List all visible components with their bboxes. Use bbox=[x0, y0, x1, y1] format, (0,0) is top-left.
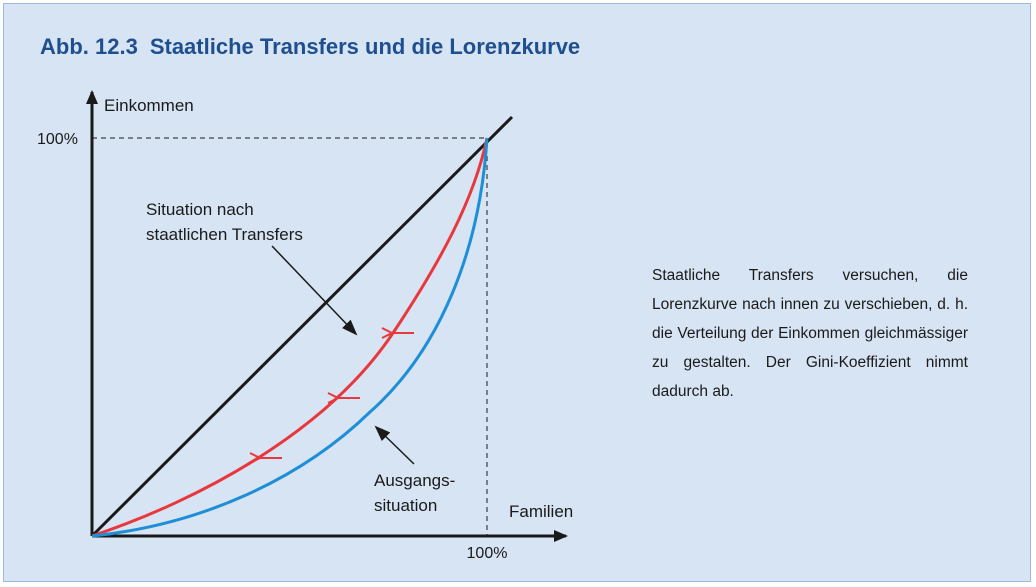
lorenz-curve-initial bbox=[91, 137, 489, 538]
figure-title: Abb. 12.3 Staatliche Transfers und die Lo… bbox=[40, 34, 580, 60]
y-axis-label: Einkommen bbox=[104, 96, 194, 115]
x-axis-label: Familien bbox=[509, 502, 573, 521]
figure-panel: Abb. 12.3 Staatliche Transfers und die Lo… bbox=[3, 3, 1031, 582]
x-tick-100: 100% bbox=[467, 545, 508, 562]
annotation-after-transfers-line1: Situation nach bbox=[146, 200, 254, 219]
annotation-after-transfers-line2: staatlichen Transfers bbox=[146, 225, 303, 244]
lorenz-curve-after-transfers bbox=[91, 137, 489, 538]
pointer-arrow-initial bbox=[374, 425, 415, 465]
caption-text: Staatliche Transfers versuchen, die Lore… bbox=[652, 267, 968, 400]
pointer-arrow-after-transfers bbox=[271, 245, 358, 336]
equality-line bbox=[90, 115, 514, 538]
annotation-initial-line2: situation bbox=[374, 496, 437, 515]
figure-title-text: Staatliche Transfers und die Lorenzkurve bbox=[149, 34, 581, 59]
y-tick-100: 100% bbox=[37, 131, 78, 148]
annotation-initial-line1: Ausgangs- bbox=[374, 471, 455, 490]
figure-number: Abb. 12.3 bbox=[40, 34, 138, 59]
